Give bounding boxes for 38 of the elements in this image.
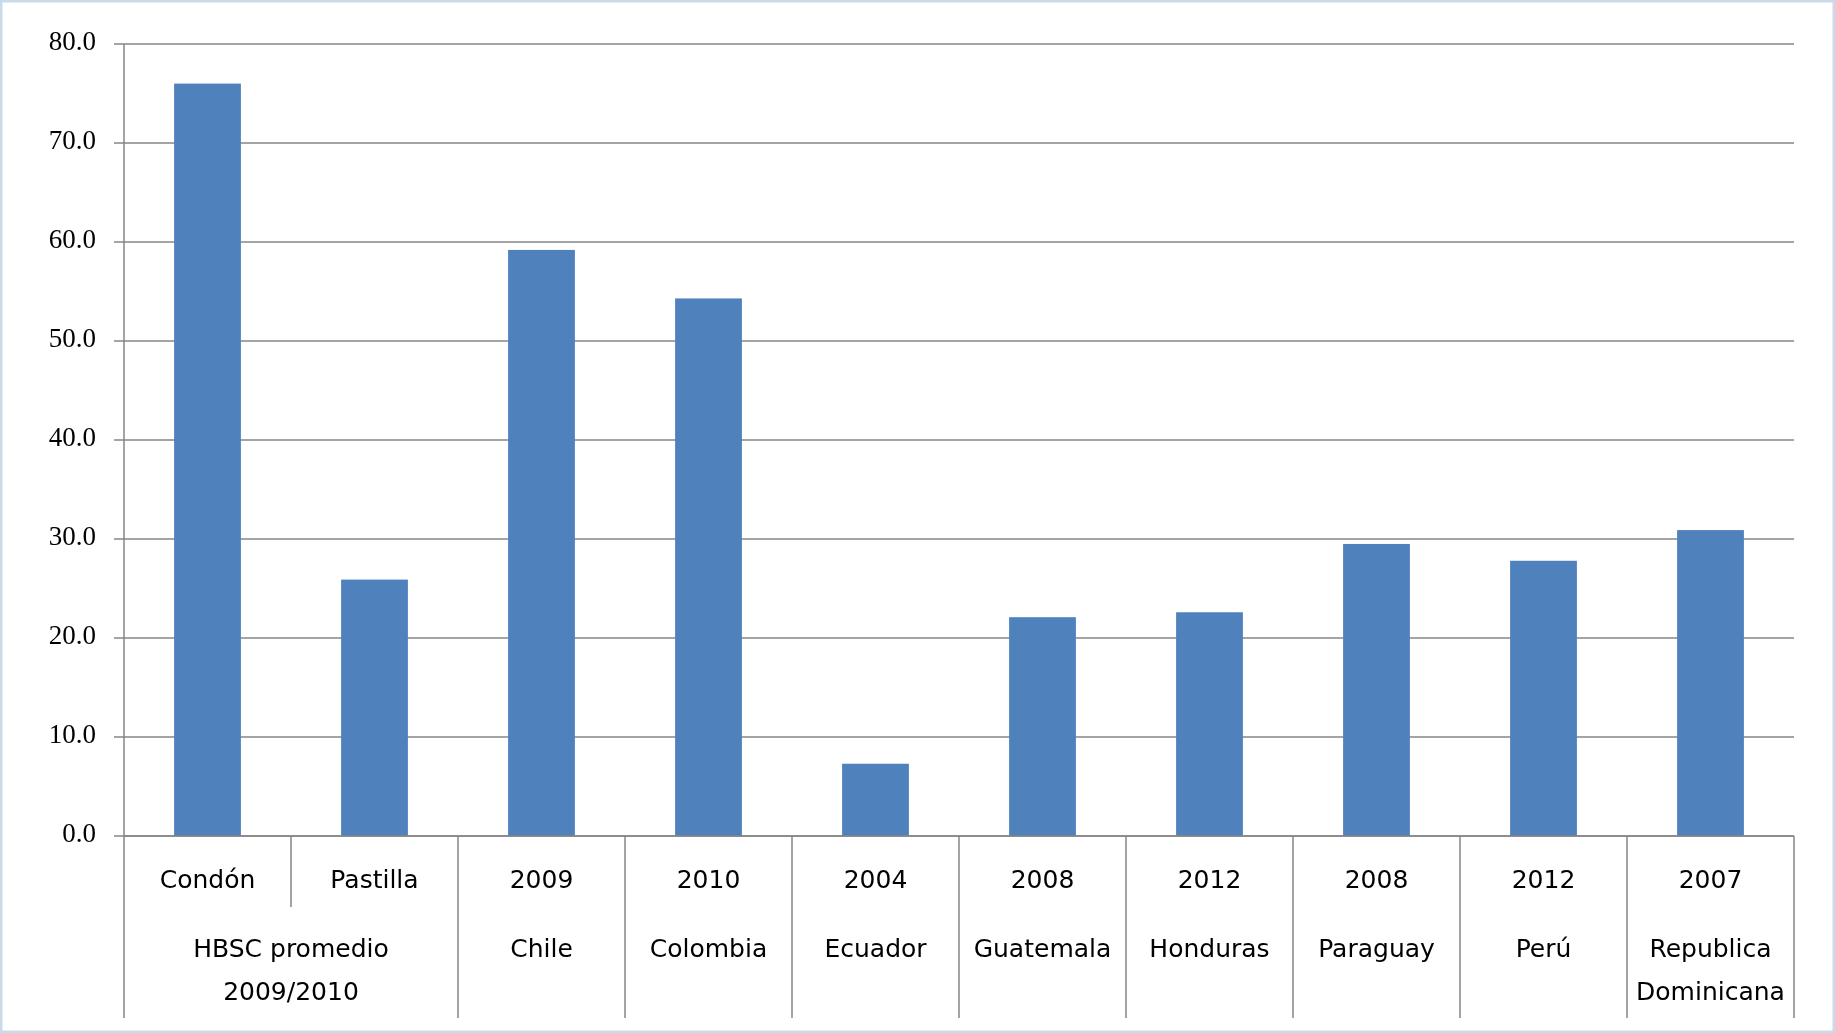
y-tick-label: 40.0: [48, 422, 96, 453]
text: Perú: [1515, 934, 1572, 963]
x-tick-label: 2010: [676, 865, 741, 894]
x-tick-label: 2008: [1010, 865, 1075, 894]
y-tick-label: 10.0: [48, 719, 96, 750]
bar: [1510, 560, 1577, 836]
x-tick-label: Pastilla: [330, 865, 419, 894]
text: Ecuador: [824, 934, 928, 963]
x-tick-label: 2009: [509, 865, 574, 894]
x-tick-label: 2012: [1511, 865, 1576, 894]
y-tick-label: 60.0: [48, 224, 96, 255]
bar: [675, 298, 742, 836]
x-tick-label: 2012: [1177, 865, 1242, 894]
text: Republica Dominicana: [1636, 934, 1785, 1006]
bar: [1677, 530, 1744, 836]
text: Colombia: [649, 934, 768, 963]
y-tick-label: 70.0: [48, 125, 96, 156]
text: Chile: [510, 934, 573, 963]
x-tick-label: 2008: [1344, 865, 1409, 894]
x-tick-label: Condón: [159, 865, 256, 894]
bar: [508, 249, 575, 836]
bar: [1009, 617, 1076, 836]
text: Honduras: [1149, 934, 1270, 963]
x-tick-label: 2007: [1678, 865, 1743, 894]
text: Guatemala: [973, 934, 1112, 963]
bar: [842, 763, 909, 836]
y-tick-label: 20.0: [48, 620, 96, 651]
bar: [341, 579, 408, 836]
bar: [1343, 543, 1410, 836]
x-tick-label: 2004: [843, 865, 908, 894]
bar: [174, 83, 241, 836]
text: Paraguay: [1318, 934, 1436, 963]
y-tick-label: 50.0: [48, 323, 96, 354]
text: HBSC promedio 2009/2010: [193, 934, 389, 1006]
bar: [1176, 612, 1243, 836]
y-tick-label: 30.0: [48, 521, 96, 552]
y-tick-label: 80.0: [48, 26, 96, 57]
y-tick-label: 0.0: [62, 818, 96, 849]
